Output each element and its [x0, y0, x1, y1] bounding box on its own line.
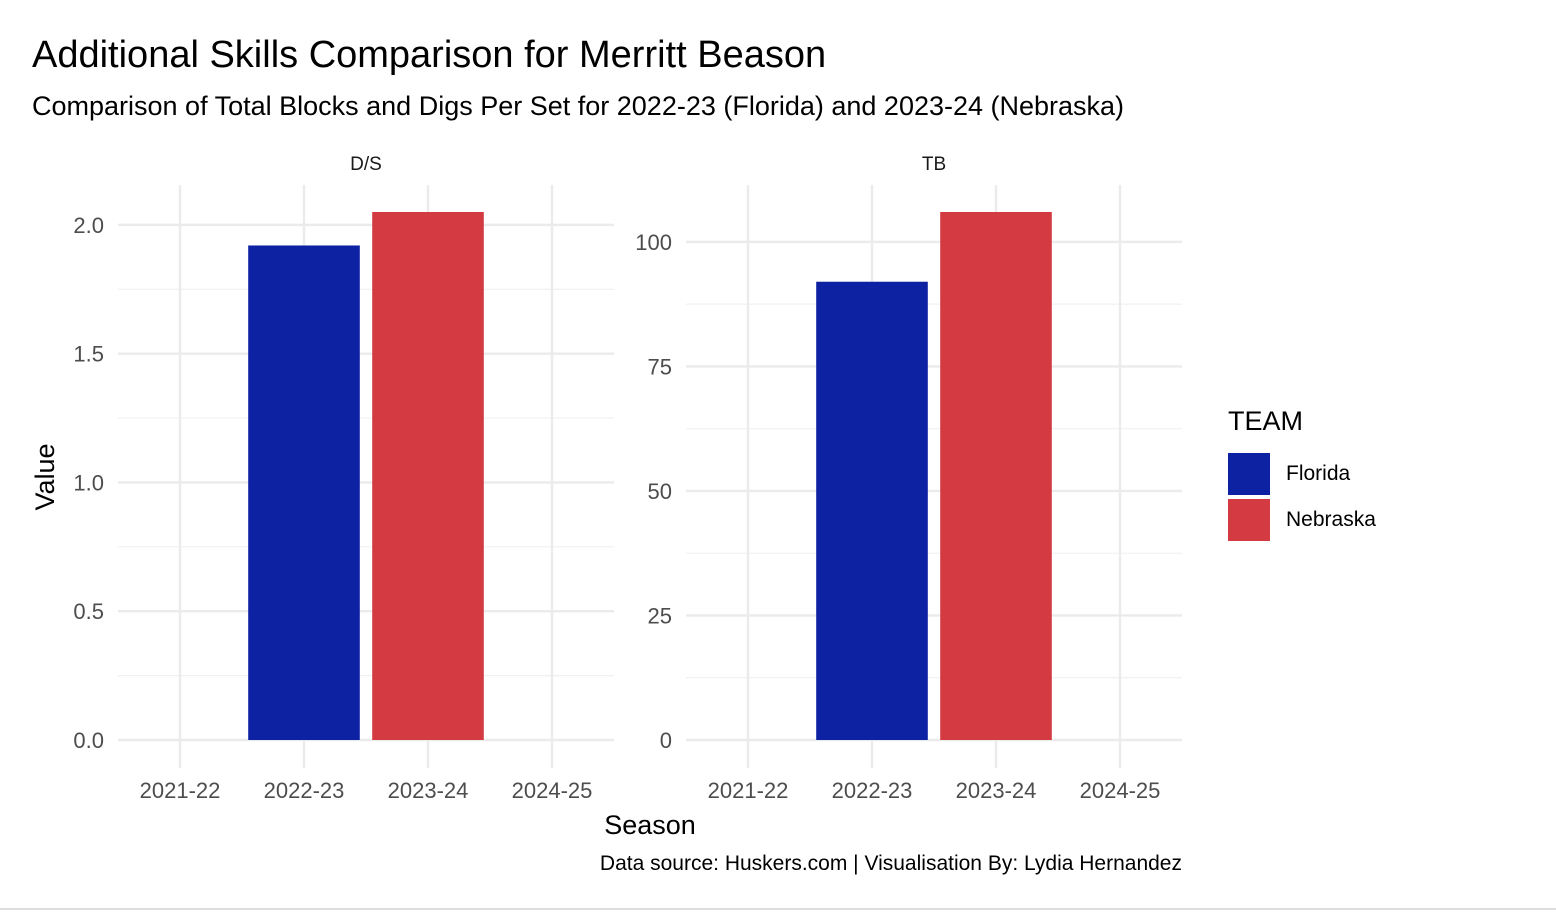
facet-panel: 0 25 50 75 100 2021-22 2022-23 2023-24 2024-25 TB	[635, 154, 1182, 803]
y-tick-label: 1.0	[73, 470, 104, 495]
y-tick-label: 25	[648, 603, 672, 628]
chart-subtitle: Comparison of Total Blocks and Digs Per …	[32, 91, 1125, 121]
chart-title: Additional Skills Comparison for Merritt…	[32, 34, 827, 76]
y-axis-label: Value	[30, 443, 60, 510]
bar-nebraska-2023-24	[940, 212, 1052, 740]
x-tick-label: 2023-24	[388, 778, 469, 803]
chart-caption: Data source: Huskers.com | Visualisation…	[599, 852, 1182, 875]
x-tick-label: 2022-23	[832, 778, 913, 803]
y-tick-label: 50	[648, 479, 672, 504]
legend-key-florida	[1228, 453, 1270, 495]
x-tick-label: 2021-22	[140, 778, 221, 803]
bottom-divider	[0, 908, 1556, 910]
facet-strip-label: TB	[922, 154, 946, 175]
legend-item-nebraska: Nebraska	[1228, 497, 1376, 543]
x-tick-label: 2021-22	[708, 778, 789, 803]
y-tick-label: 0.5	[73, 599, 104, 624]
bar-nebraska-2023-24	[372, 212, 484, 740]
legend-label-florida: Florida	[1286, 462, 1351, 485]
y-tick-label: 100	[635, 230, 672, 255]
legend-key-nebraska	[1228, 499, 1270, 541]
x-tick-label: 2024-25	[1080, 778, 1161, 803]
legend-label-nebraska: Nebraska	[1286, 508, 1376, 531]
y-tick-label: 75	[648, 354, 672, 379]
x-tick-label: 2024-25	[512, 778, 593, 803]
y-tick-label: 0	[660, 728, 672, 753]
bar-florida-2022-23	[248, 245, 360, 741]
x-tick-label: 2022-23	[264, 778, 345, 803]
legend-title: TEAM	[1228, 406, 1304, 436]
legend-item-florida: Florida	[1228, 451, 1376, 497]
y-tick-label: 0.0	[73, 728, 104, 753]
x-axis-label: Season	[604, 810, 696, 840]
y-tick-label: 2.0	[73, 213, 104, 238]
legend: TEAM Florida Nebraska	[1228, 406, 1376, 543]
facet-strip-label: D/S	[350, 154, 382, 175]
bar-florida-2022-23	[816, 281, 928, 740]
x-tick-label: 2023-24	[956, 778, 1037, 803]
facet-panel: 0.0 0.5 1.0 1.5 2.0 2021-22 2022-23 2023-24 2024…	[73, 154, 614, 803]
y-tick-label: 1.5	[73, 342, 104, 367]
